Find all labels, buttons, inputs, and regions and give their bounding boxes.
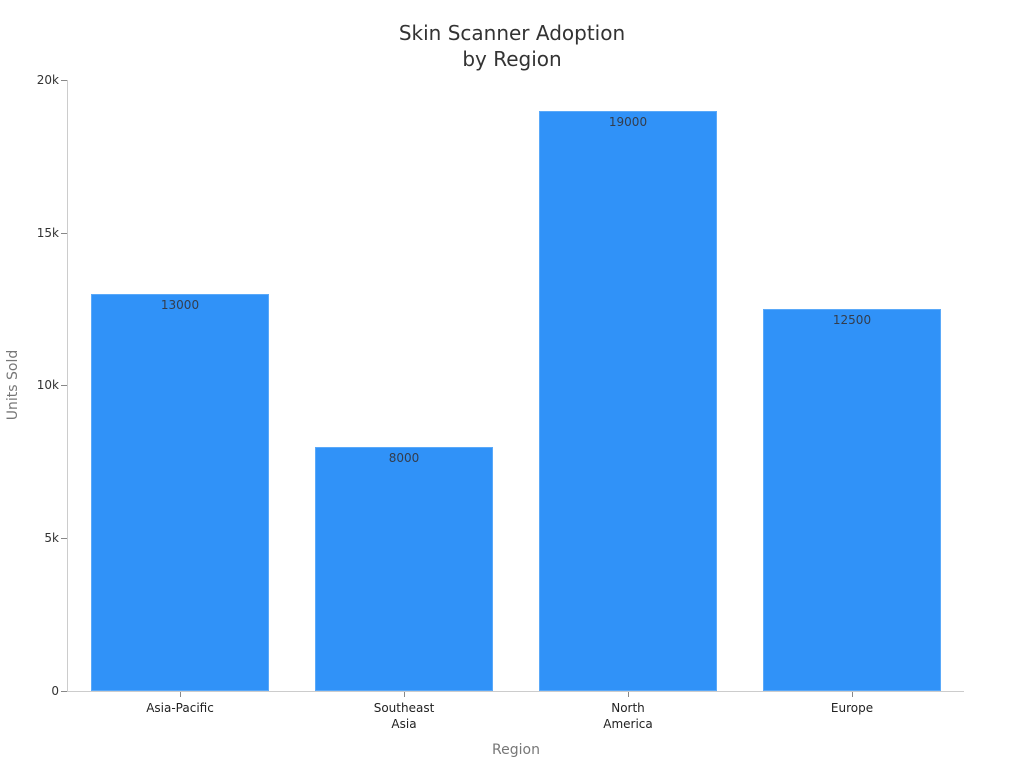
x-axis-title: Region xyxy=(492,742,540,758)
x-tick xyxy=(628,692,629,697)
y-tick-label: 20k xyxy=(36,73,59,87)
bar-europe[interactable]: 12500 xyxy=(763,309,941,691)
bar-value-label: 19000 xyxy=(608,115,648,129)
y-tick-label: 5k xyxy=(44,531,59,545)
bar-value-label: 12500 xyxy=(832,313,872,327)
y-tick xyxy=(61,233,67,234)
chart-title-line-1: Skin Scanner Adoption xyxy=(398,21,626,45)
bar-value-label: 13000 xyxy=(160,298,200,312)
bar-asia-pacific[interactable]: 13000 xyxy=(91,294,269,691)
y-tick-label: 10k xyxy=(36,378,59,392)
chart-title-line-2: by Region xyxy=(462,47,562,71)
x-tick-label: Asia-Pacific xyxy=(146,701,214,715)
y-tick-label: 0 xyxy=(51,684,59,698)
x-tick xyxy=(852,692,853,697)
bar-north-america[interactable]: 19000 xyxy=(539,111,717,691)
y-tick xyxy=(61,538,67,539)
y-tick-label: 15k xyxy=(36,226,59,240)
x-tick-label: North America xyxy=(603,701,653,731)
y-axis-title: Units Sold xyxy=(5,349,21,421)
x-tick xyxy=(180,692,181,697)
bar-southeast-asia[interactable]: 8000 xyxy=(315,447,493,691)
y-tick xyxy=(61,691,67,692)
plot-area: 0 5k 10k 15k 20k 13000 8000 19000 12500 … xyxy=(37,73,964,731)
x-tick-label: Europe xyxy=(830,701,874,715)
bar-value-label: 8000 xyxy=(388,451,420,465)
y-tick xyxy=(61,385,67,386)
x-axis-line xyxy=(67,691,964,692)
chart-title: Skin Scanner Adoption by Region xyxy=(0,20,1024,72)
y-axis-line xyxy=(67,80,68,692)
y-tick xyxy=(61,80,67,81)
x-tick-label: Southeast Asia xyxy=(373,701,435,731)
x-tick xyxy=(404,692,405,697)
